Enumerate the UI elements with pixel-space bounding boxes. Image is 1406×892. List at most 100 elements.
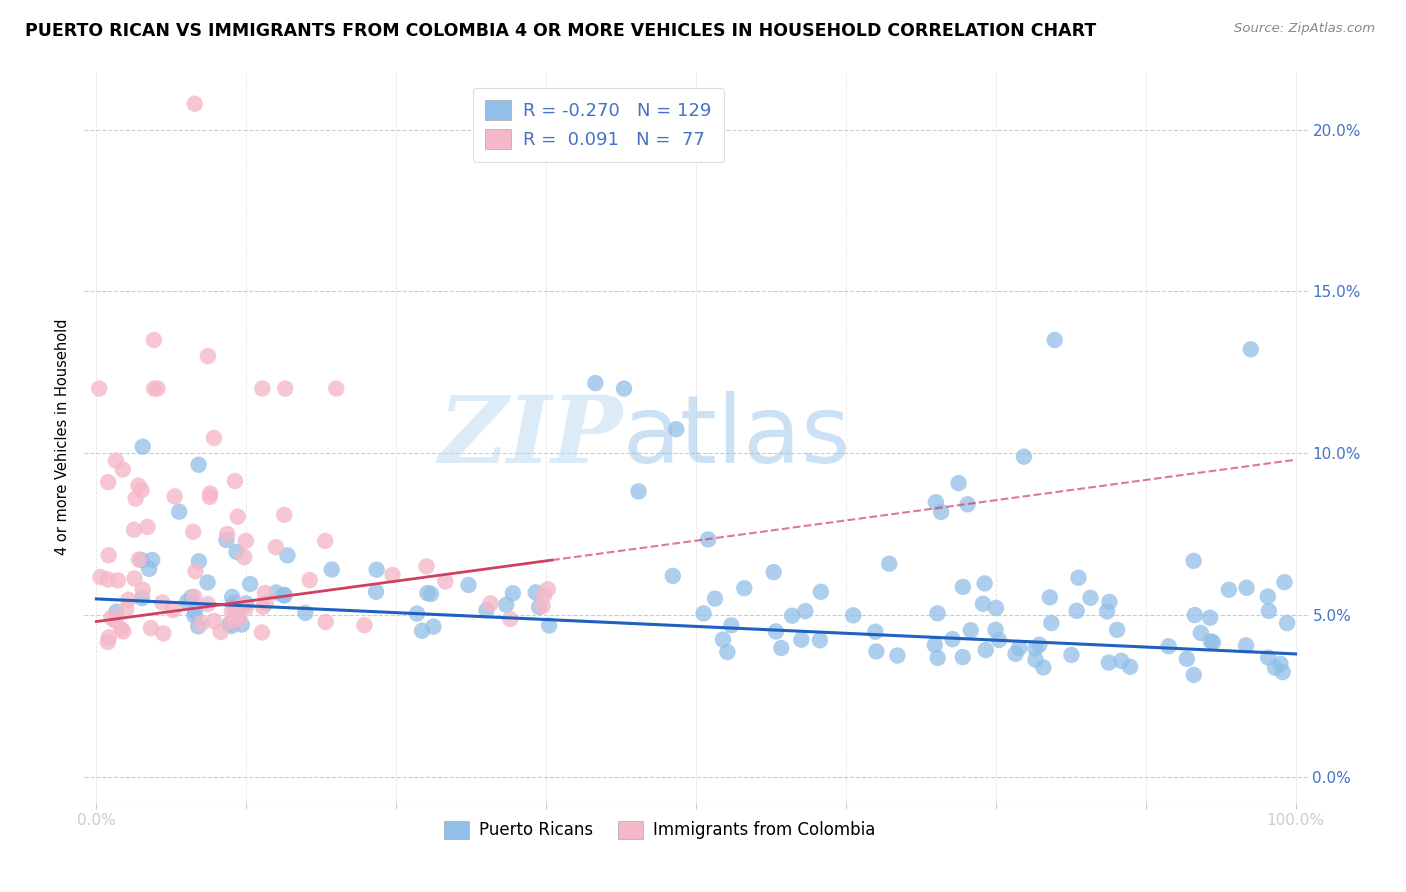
Point: [952, 580, 974, 594]
Point: [250, 625, 273, 640]
Point: [1199, 634, 1222, 648]
Point: [1218, 582, 1240, 597]
Point: [537, 582, 560, 597]
Point: [187, 458, 209, 472]
Point: [104, 614, 127, 628]
Point: [146, 382, 169, 396]
Point: [276, 549, 298, 563]
Point: [231, 617, 253, 632]
Point: [115, 602, 138, 616]
Point: [231, 599, 253, 613]
Point: [273, 589, 295, 603]
Point: [176, 594, 198, 608]
Point: [224, 474, 246, 488]
Point: [183, 608, 205, 623]
Point: [222, 609, 245, 624]
Point: [780, 608, 803, 623]
Point: [366, 563, 388, 577]
Point: [842, 608, 865, 623]
Point: [197, 597, 219, 611]
Point: [415, 559, 437, 574]
Point: [929, 505, 952, 519]
Point: [252, 599, 274, 614]
Point: [235, 601, 257, 615]
Point: [254, 596, 277, 610]
Point: [141, 553, 163, 567]
Point: [221, 619, 243, 633]
Point: [1202, 635, 1225, 649]
Point: [1189, 626, 1212, 640]
Point: [353, 618, 375, 632]
Point: [183, 96, 205, 111]
Point: [1024, 641, 1046, 656]
Point: [1270, 657, 1292, 671]
Point: [97, 635, 120, 649]
Point: [457, 578, 479, 592]
Point: [422, 620, 444, 634]
Point: [1039, 591, 1062, 605]
Point: [790, 632, 813, 647]
Point: [1040, 615, 1063, 630]
Point: [184, 605, 207, 619]
Point: [124, 491, 146, 506]
Point: [1032, 660, 1054, 674]
Point: [112, 624, 135, 639]
Point: [877, 557, 900, 571]
Point: [139, 621, 162, 635]
Point: [613, 382, 636, 396]
Point: [406, 607, 429, 621]
Point: [104, 453, 127, 467]
Point: [984, 601, 1007, 615]
Point: [97, 548, 120, 562]
Text: PUERTO RICAN VS IMMIGRANTS FROM COLOMBIA 4 OR MORE VEHICLES IN HOUSEHOLD CORRELA: PUERTO RICAN VS IMMIGRANTS FROM COLOMBIA…: [25, 22, 1097, 40]
Point: [583, 376, 606, 390]
Point: [325, 382, 347, 396]
Legend: Puerto Ricans, Immigrants from Colombia: Puerto Ricans, Immigrants from Colombia: [433, 811, 884, 849]
Point: [1240, 343, 1263, 357]
Point: [1275, 616, 1298, 631]
Point: [222, 596, 245, 610]
Point: [131, 553, 153, 567]
Point: [209, 625, 232, 640]
Point: [221, 615, 243, 629]
Point: [122, 523, 145, 537]
Point: [627, 484, 650, 499]
Point: [225, 545, 247, 559]
Point: [128, 552, 150, 566]
Point: [533, 589, 555, 603]
Point: [538, 618, 561, 632]
Point: [810, 584, 832, 599]
Point: [294, 606, 316, 620]
Point: [89, 382, 111, 396]
Point: [941, 632, 963, 647]
Point: [105, 605, 128, 619]
Point: [1067, 571, 1090, 585]
Point: [794, 604, 817, 618]
Point: [253, 586, 276, 600]
Point: [974, 643, 997, 657]
Point: [197, 575, 219, 590]
Point: [1043, 333, 1066, 347]
Point: [233, 550, 256, 565]
Point: [143, 382, 166, 396]
Point: [298, 573, 321, 587]
Point: [218, 616, 240, 631]
Point: [183, 590, 205, 604]
Point: [1066, 604, 1088, 618]
Point: [1157, 639, 1180, 653]
Point: [97, 631, 120, 645]
Point: [131, 591, 153, 606]
Point: [273, 508, 295, 522]
Point: [132, 440, 155, 454]
Point: [697, 533, 720, 547]
Point: [100, 611, 122, 625]
Point: [1236, 581, 1258, 595]
Point: [131, 483, 153, 497]
Point: [1234, 638, 1257, 652]
Point: [163, 489, 186, 503]
Point: [200, 486, 222, 500]
Point: [1274, 575, 1296, 590]
Point: [202, 431, 225, 445]
Point: [1119, 660, 1142, 674]
Point: [180, 590, 202, 604]
